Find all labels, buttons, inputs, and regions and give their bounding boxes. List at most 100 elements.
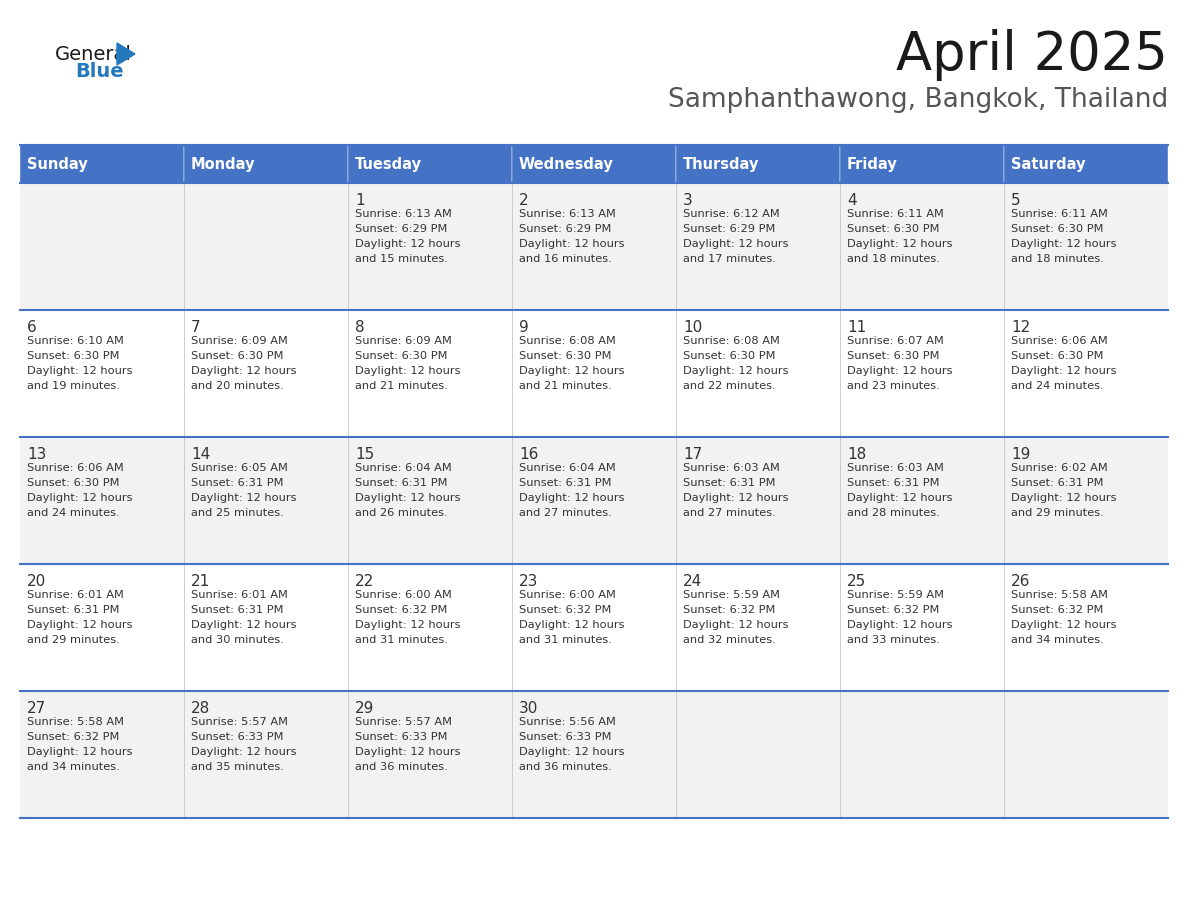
Text: Sunrise: 6:04 AM: Sunrise: 6:04 AM	[519, 463, 615, 473]
Text: Sunrise: 6:11 AM: Sunrise: 6:11 AM	[847, 209, 944, 219]
Text: Daylight: 12 hours: Daylight: 12 hours	[191, 366, 297, 376]
Bar	[840, 145, 1004, 183]
Text: and 24 minutes.: and 24 minutes.	[1011, 381, 1104, 391]
Text: 1: 1	[355, 193, 365, 208]
Text: 6: 6	[27, 320, 37, 335]
Text: April 2025: April 2025	[896, 29, 1168, 81]
Text: Sunrise: 6:06 AM: Sunrise: 6:06 AM	[1011, 336, 1107, 346]
Text: 16: 16	[519, 447, 538, 462]
Text: 18: 18	[847, 447, 866, 462]
Text: Sunset: 6:30 PM: Sunset: 6:30 PM	[683, 351, 776, 361]
Text: Daylight: 12 hours: Daylight: 12 hours	[847, 366, 953, 376]
Text: Sunrise: 6:09 AM: Sunrise: 6:09 AM	[355, 336, 451, 346]
Text: 26: 26	[1011, 574, 1030, 589]
Text: Sunset: 6:30 PM: Sunset: 6:30 PM	[1011, 224, 1104, 234]
Bar	[348, 183, 512, 310]
Text: 3: 3	[683, 193, 693, 208]
Text: 11: 11	[847, 320, 866, 335]
Text: Sunrise: 6:09 AM: Sunrise: 6:09 AM	[191, 336, 287, 346]
Text: 2: 2	[519, 193, 529, 208]
Text: Daylight: 12 hours: Daylight: 12 hours	[355, 747, 461, 757]
Bar	[676, 183, 840, 310]
Bar	[676, 145, 840, 183]
Text: and 21 minutes.: and 21 minutes.	[355, 381, 448, 391]
Text: Sunrise: 6:00 AM: Sunrise: 6:00 AM	[519, 590, 615, 600]
Text: 22: 22	[355, 574, 374, 589]
Text: 21: 21	[191, 574, 210, 589]
Text: and 30 minutes.: and 30 minutes.	[191, 635, 284, 645]
Text: 30: 30	[519, 701, 538, 716]
Bar	[676, 691, 840, 818]
Bar	[1004, 183, 1168, 310]
Bar	[184, 310, 348, 437]
Text: Friday: Friday	[847, 156, 898, 172]
Text: Sunrise: 6:01 AM: Sunrise: 6:01 AM	[191, 590, 287, 600]
Text: Daylight: 12 hours: Daylight: 12 hours	[1011, 620, 1117, 630]
Text: Daylight: 12 hours: Daylight: 12 hours	[683, 239, 789, 249]
Text: Sunset: 6:32 PM: Sunset: 6:32 PM	[519, 605, 612, 615]
Bar	[512, 564, 676, 691]
Text: Daylight: 12 hours: Daylight: 12 hours	[355, 493, 461, 503]
Text: Daylight: 12 hours: Daylight: 12 hours	[355, 239, 461, 249]
Text: and 23 minutes.: and 23 minutes.	[847, 381, 940, 391]
Bar	[184, 145, 348, 183]
Text: Sunrise: 5:59 AM: Sunrise: 5:59 AM	[683, 590, 781, 600]
Text: 5: 5	[1011, 193, 1020, 208]
Text: Sunrise: 6:07 AM: Sunrise: 6:07 AM	[847, 336, 944, 346]
Text: Daylight: 12 hours: Daylight: 12 hours	[847, 239, 953, 249]
Text: Sunrise: 5:59 AM: Sunrise: 5:59 AM	[847, 590, 944, 600]
Text: and 24 minutes.: and 24 minutes.	[27, 508, 120, 518]
Bar	[512, 691, 676, 818]
Bar	[348, 310, 512, 437]
Text: Sunset: 6:31 PM: Sunset: 6:31 PM	[191, 605, 284, 615]
Text: and 34 minutes.: and 34 minutes.	[1011, 635, 1104, 645]
Text: Sunrise: 6:04 AM: Sunrise: 6:04 AM	[355, 463, 451, 473]
Text: Sunrise: 6:05 AM: Sunrise: 6:05 AM	[191, 463, 287, 473]
Text: 28: 28	[191, 701, 210, 716]
Text: 23: 23	[519, 574, 538, 589]
Text: Sunset: 6:32 PM: Sunset: 6:32 PM	[355, 605, 448, 615]
Text: 12: 12	[1011, 320, 1030, 335]
Text: Daylight: 12 hours: Daylight: 12 hours	[191, 620, 297, 630]
Text: and 16 minutes.: and 16 minutes.	[519, 254, 612, 264]
Text: and 36 minutes.: and 36 minutes.	[519, 762, 612, 772]
Polygon shape	[116, 43, 135, 65]
Bar	[348, 145, 512, 183]
Bar	[512, 145, 676, 183]
Bar	[184, 183, 348, 310]
Text: 19: 19	[1011, 447, 1030, 462]
Text: Sunset: 6:31 PM: Sunset: 6:31 PM	[847, 478, 940, 488]
Bar	[1004, 145, 1168, 183]
Text: Daylight: 12 hours: Daylight: 12 hours	[1011, 493, 1117, 503]
Text: Daylight: 12 hours: Daylight: 12 hours	[847, 620, 953, 630]
Text: and 34 minutes.: and 34 minutes.	[27, 762, 120, 772]
Text: Samphanthawong, Bangkok, Thailand: Samphanthawong, Bangkok, Thailand	[668, 87, 1168, 113]
Text: 27: 27	[27, 701, 46, 716]
Text: 13: 13	[27, 447, 46, 462]
Text: Daylight: 12 hours: Daylight: 12 hours	[519, 620, 625, 630]
Text: Sunset: 6:30 PM: Sunset: 6:30 PM	[519, 351, 612, 361]
Text: Daylight: 12 hours: Daylight: 12 hours	[1011, 366, 1117, 376]
Text: Saturday: Saturday	[1011, 156, 1086, 172]
Text: and 26 minutes.: and 26 minutes.	[355, 508, 448, 518]
Bar	[676, 310, 840, 437]
Text: Sunrise: 6:13 AM: Sunrise: 6:13 AM	[519, 209, 615, 219]
Bar	[840, 310, 1004, 437]
Text: 25: 25	[847, 574, 866, 589]
Text: Sunrise: 6:13 AM: Sunrise: 6:13 AM	[355, 209, 451, 219]
Text: 24: 24	[683, 574, 702, 589]
Bar	[20, 183, 184, 310]
Text: Sunday: Sunday	[27, 156, 88, 172]
Text: and 36 minutes.: and 36 minutes.	[355, 762, 448, 772]
Text: and 15 minutes.: and 15 minutes.	[355, 254, 448, 264]
Text: and 18 minutes.: and 18 minutes.	[847, 254, 940, 264]
Text: Sunset: 6:29 PM: Sunset: 6:29 PM	[683, 224, 776, 234]
Text: Sunrise: 6:00 AM: Sunrise: 6:00 AM	[355, 590, 451, 600]
Text: Daylight: 12 hours: Daylight: 12 hours	[355, 366, 461, 376]
Text: and 31 minutes.: and 31 minutes.	[355, 635, 448, 645]
Bar	[1004, 564, 1168, 691]
Text: and 17 minutes.: and 17 minutes.	[683, 254, 776, 264]
Text: Sunset: 6:31 PM: Sunset: 6:31 PM	[683, 478, 776, 488]
Bar	[676, 437, 840, 564]
Text: 8: 8	[355, 320, 365, 335]
